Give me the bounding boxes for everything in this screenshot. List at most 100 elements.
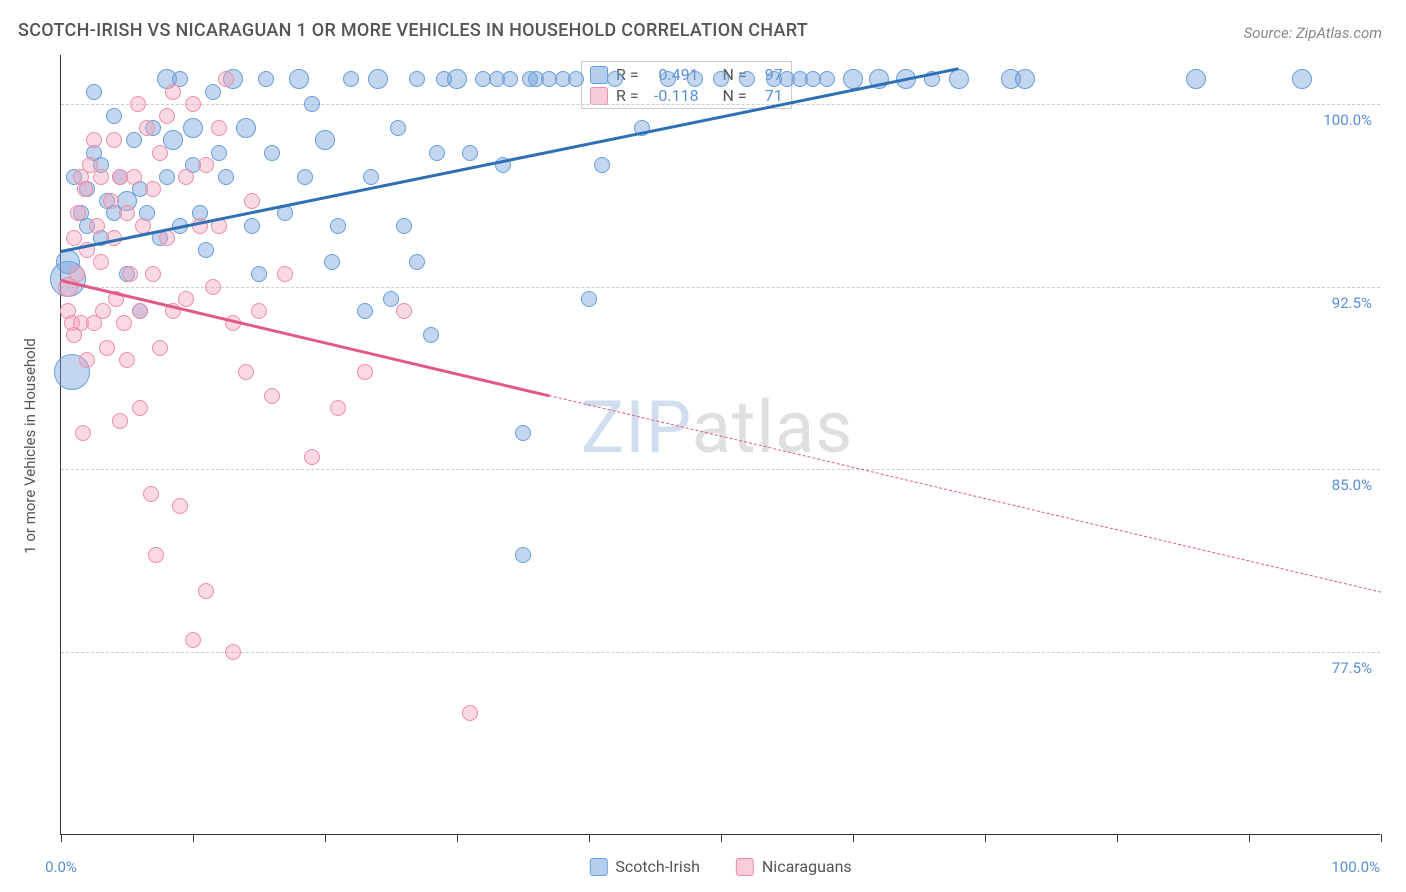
data-point <box>99 340 115 356</box>
data-point <box>660 71 676 87</box>
data-point <box>159 108 175 124</box>
x-tick <box>1381 834 1382 842</box>
data-point <box>315 130 335 150</box>
data-point <box>236 118 256 138</box>
data-point <box>119 352 135 368</box>
y-tick-label: 77.5% <box>1332 659 1372 677</box>
x-tick <box>193 834 194 842</box>
swatch-icon <box>590 87 608 105</box>
data-point <box>112 413 128 429</box>
data-point <box>581 291 597 307</box>
data-point <box>75 425 91 441</box>
data-point <box>218 71 234 87</box>
data-point <box>819 71 835 87</box>
data-point <box>594 157 610 173</box>
data-point <box>363 169 379 185</box>
x-tick <box>853 834 854 842</box>
data-point <box>423 327 439 343</box>
data-point <box>251 266 267 282</box>
data-point <box>86 132 102 148</box>
data-point <box>607 71 623 87</box>
data-point <box>1186 69 1206 89</box>
data-point <box>145 181 161 197</box>
data-point <box>390 120 406 136</box>
data-point <box>502 71 518 87</box>
data-point <box>103 193 119 209</box>
data-point <box>139 120 155 136</box>
data-point <box>1015 69 1035 89</box>
data-point <box>86 84 102 100</box>
data-point <box>205 84 221 100</box>
data-point <box>198 242 214 258</box>
data-point <box>357 303 373 319</box>
data-point <box>70 205 86 221</box>
data-point <box>330 400 346 416</box>
swatch-icon <box>589 858 607 876</box>
chart-title: SCOTCH-IRISH VS NICARAGUAN 1 OR MORE VEH… <box>18 20 808 41</box>
y-tick-label: 92.5% <box>1332 294 1372 312</box>
data-point <box>687 71 703 87</box>
data-point <box>515 547 531 563</box>
data-point <box>357 364 373 380</box>
swatch-icon <box>736 858 754 876</box>
legend-item-nicaraguans: Nicaraguans <box>736 857 852 876</box>
data-point <box>93 254 109 270</box>
data-point <box>409 254 425 270</box>
data-point <box>77 181 93 197</box>
data-point <box>172 498 188 514</box>
data-point <box>152 145 168 161</box>
data-point <box>258 71 274 87</box>
x-tick <box>325 834 326 842</box>
data-point <box>396 218 412 234</box>
data-point <box>126 132 142 148</box>
data-point <box>462 705 478 721</box>
x-tick <box>589 834 590 842</box>
data-point <box>185 96 201 112</box>
data-point <box>949 69 969 89</box>
data-point <box>713 71 729 87</box>
data-point <box>106 108 122 124</box>
gridline <box>61 469 1380 470</box>
data-point <box>132 400 148 416</box>
x-tick <box>985 834 986 842</box>
data-point <box>447 69 467 89</box>
data-point <box>383 291 399 307</box>
data-point <box>116 315 132 331</box>
data-point <box>304 96 320 112</box>
x-tick <box>61 834 62 842</box>
data-point <box>122 266 138 282</box>
data-point <box>1292 69 1312 89</box>
data-point <box>409 71 425 87</box>
source-attribution: Source: ZipAtlas.com <box>1244 24 1382 42</box>
trend-line <box>61 279 550 397</box>
data-point <box>429 145 445 161</box>
y-axis-title: 1 or more Vehicles in Household <box>21 338 39 554</box>
data-point <box>178 291 194 307</box>
data-point <box>178 169 194 185</box>
x-tick-label-left: 0.0% <box>45 858 77 876</box>
data-point <box>185 632 201 648</box>
data-point <box>126 169 142 185</box>
data-point <box>264 388 280 404</box>
data-point <box>211 120 227 136</box>
gridline <box>61 652 1380 653</box>
y-tick-label: 100.0% <box>1323 111 1372 129</box>
data-point <box>106 132 122 148</box>
data-point <box>515 425 531 441</box>
data-point <box>152 340 168 356</box>
data-point <box>462 145 478 161</box>
data-point <box>205 279 221 295</box>
data-point <box>238 364 254 380</box>
data-point <box>119 205 135 221</box>
plot-area: ZIPatlas R = 0.491 N = 97 R = -0.118 N =… <box>60 55 1380 835</box>
data-point <box>66 230 82 246</box>
data-point <box>330 218 346 234</box>
trend-line <box>549 395 1381 593</box>
data-point <box>183 118 203 138</box>
y-tick-label: 85.0% <box>1332 476 1372 494</box>
data-point <box>198 157 214 173</box>
data-point <box>264 145 280 161</box>
data-point <box>198 583 214 599</box>
legend-bottom: Scotch-Irish Nicaraguans <box>589 857 851 876</box>
data-point <box>568 71 584 87</box>
